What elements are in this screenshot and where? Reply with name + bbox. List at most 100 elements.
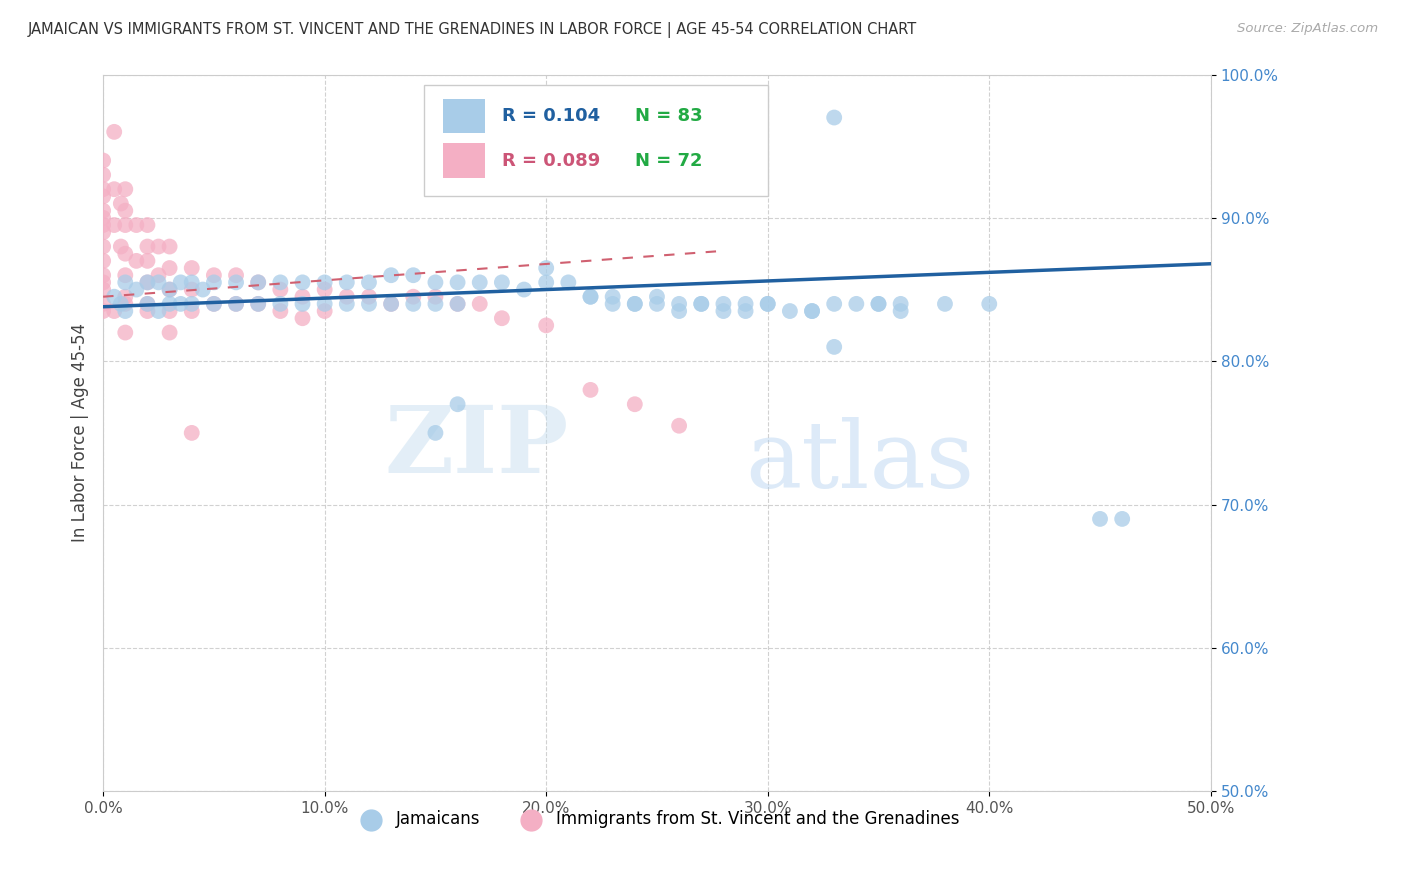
- Point: [91, 268, 114, 283]
- Text: R = 0.104: R = 0.104: [502, 107, 600, 125]
- Point: [159, 297, 181, 311]
- Point: [269, 283, 291, 297]
- Point: [491, 125, 513, 139]
- Point: [103, 182, 125, 196]
- Point: [513, 283, 536, 297]
- Point: [269, 276, 291, 290]
- Point: [801, 304, 824, 318]
- Point: [114, 246, 136, 260]
- Point: [136, 253, 159, 268]
- Point: [602, 290, 624, 304]
- Point: [336, 290, 359, 304]
- Point: [125, 218, 148, 232]
- Point: [645, 297, 668, 311]
- Point: [380, 297, 402, 311]
- Point: [269, 304, 291, 318]
- Point: [159, 304, 181, 318]
- Point: [103, 304, 125, 318]
- Point: [91, 239, 114, 253]
- Point: [291, 297, 314, 311]
- Point: [713, 304, 735, 318]
- FancyBboxPatch shape: [443, 144, 485, 178]
- Point: [202, 297, 225, 311]
- Point: [202, 276, 225, 290]
- Point: [191, 283, 214, 297]
- Point: [734, 297, 756, 311]
- Point: [491, 276, 513, 290]
- Point: [247, 297, 270, 311]
- Point: [690, 297, 713, 311]
- Point: [91, 211, 114, 225]
- Point: [91, 168, 114, 182]
- Point: [91, 225, 114, 239]
- Point: [314, 283, 336, 297]
- Point: [624, 397, 647, 411]
- Point: [380, 268, 402, 283]
- Point: [801, 304, 824, 318]
- Point: [91, 283, 114, 297]
- Point: [114, 182, 136, 196]
- Point: [468, 276, 491, 290]
- Point: [247, 297, 270, 311]
- Point: [136, 297, 159, 311]
- Point: [180, 425, 202, 440]
- Point: [402, 268, 425, 283]
- Point: [114, 297, 136, 311]
- Point: [446, 297, 468, 311]
- Point: [91, 153, 114, 168]
- Point: [148, 239, 170, 253]
- Point: [823, 297, 845, 311]
- Point: [136, 239, 159, 253]
- Y-axis label: In Labor Force | Age 45-54: In Labor Force | Age 45-54: [72, 324, 89, 542]
- Point: [890, 297, 912, 311]
- Text: JAMAICAN VS IMMIGRANTS FROM ST. VINCENT AND THE GRENADINES IN LABOR FORCE | AGE : JAMAICAN VS IMMIGRANTS FROM ST. VINCENT …: [28, 22, 917, 38]
- Point: [225, 297, 247, 311]
- Point: [756, 297, 779, 311]
- Point: [180, 276, 202, 290]
- Point: [247, 276, 270, 290]
- Point: [136, 218, 159, 232]
- Point: [979, 297, 1001, 311]
- Point: [225, 276, 247, 290]
- Point: [645, 290, 668, 304]
- Point: [114, 203, 136, 218]
- Point: [690, 297, 713, 311]
- Text: N = 83: N = 83: [636, 107, 703, 125]
- FancyBboxPatch shape: [443, 99, 485, 133]
- Point: [314, 304, 336, 318]
- Point: [159, 260, 181, 275]
- Point: [136, 276, 159, 290]
- Text: ZIP: ZIP: [384, 402, 568, 492]
- Text: R = 0.089: R = 0.089: [502, 152, 600, 169]
- Point: [579, 290, 602, 304]
- Point: [868, 297, 890, 311]
- Point: [534, 276, 557, 290]
- Point: [125, 253, 148, 268]
- Point: [491, 311, 513, 326]
- Point: [868, 297, 890, 311]
- Point: [148, 268, 170, 283]
- Point: [114, 218, 136, 232]
- FancyBboxPatch shape: [425, 86, 768, 196]
- Point: [425, 290, 447, 304]
- Point: [169, 276, 191, 290]
- Point: [169, 297, 191, 311]
- Point: [91, 218, 114, 232]
- Point: [159, 283, 181, 297]
- Point: [779, 304, 801, 318]
- Point: [357, 297, 380, 311]
- Point: [734, 304, 756, 318]
- Point: [114, 290, 136, 304]
- Point: [114, 304, 136, 318]
- Point: [357, 276, 380, 290]
- Point: [148, 304, 170, 318]
- Point: [446, 297, 468, 311]
- Point: [934, 297, 956, 311]
- Point: [91, 253, 114, 268]
- Point: [1111, 512, 1133, 526]
- Point: [91, 276, 114, 290]
- Point: [180, 304, 202, 318]
- Point: [668, 418, 690, 433]
- Point: [380, 297, 402, 311]
- Point: [446, 276, 468, 290]
